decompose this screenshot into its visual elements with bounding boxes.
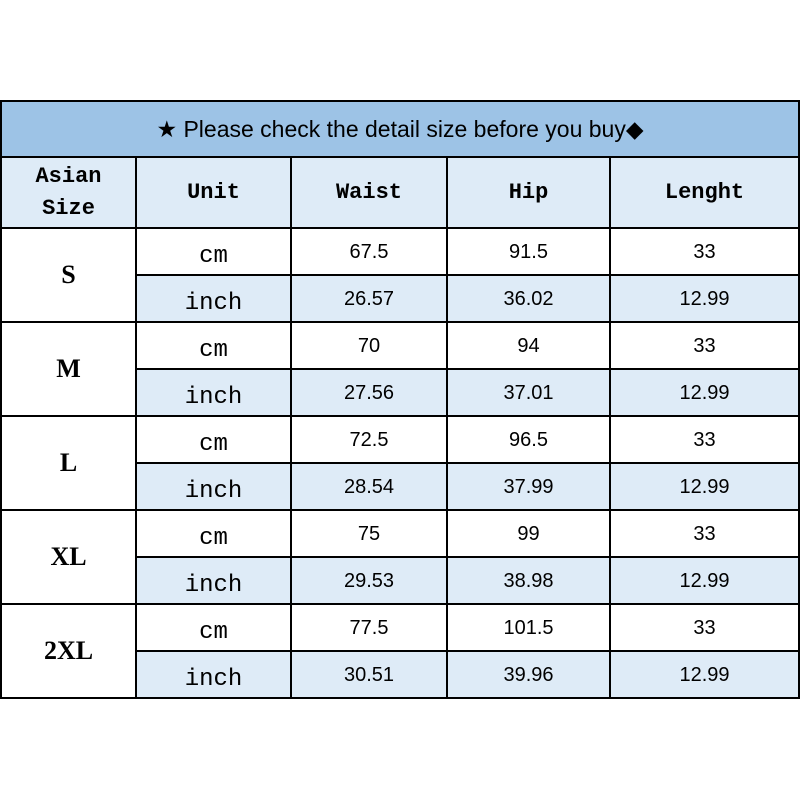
- column-header: Asian Size: [0, 158, 137, 229]
- unit: inch: [137, 558, 292, 605]
- unit: inch: [137, 652, 292, 699]
- measurement: 29.53: [292, 558, 448, 605]
- measurement: 33: [611, 229, 800, 276]
- unit: inch: [137, 276, 292, 323]
- measurement: 37.01: [448, 370, 611, 417]
- measurement: 94: [448, 323, 611, 370]
- measurement: 36.02: [448, 276, 611, 323]
- measurement: 70: [292, 323, 448, 370]
- measurement: 12.99: [611, 558, 800, 605]
- size-label: L: [0, 417, 137, 511]
- size-table: ★ Please check the detail size before yo…: [0, 100, 800, 699]
- measurement: 37.99: [448, 464, 611, 511]
- unit: inch: [137, 370, 292, 417]
- measurement: 30.51: [292, 652, 448, 699]
- measurement: 12.99: [611, 464, 800, 511]
- size-label: XL: [0, 511, 137, 605]
- title: ★ Please check the detail size before yo…: [0, 100, 800, 158]
- measurement: 33: [611, 417, 800, 464]
- measurement: 75: [292, 511, 448, 558]
- unit: cm: [137, 229, 292, 276]
- measurement: 38.98: [448, 558, 611, 605]
- measurement: 12.99: [611, 652, 800, 699]
- column-header: Lenght: [611, 158, 800, 229]
- measurement: 12.99: [611, 370, 800, 417]
- measurement: 12.99: [611, 276, 800, 323]
- measurement: 72.5: [292, 417, 448, 464]
- measurement: 27.56: [292, 370, 448, 417]
- size-label: 2XL: [0, 605, 137, 699]
- measurement: 96.5: [448, 417, 611, 464]
- column-header: Unit: [137, 158, 292, 229]
- measurement: 39.96: [448, 652, 611, 699]
- measurement: 91.5: [448, 229, 611, 276]
- size-label: M: [0, 323, 137, 417]
- measurement: 33: [611, 323, 800, 370]
- measurement: 101.5: [448, 605, 611, 652]
- measurement: 33: [611, 605, 800, 652]
- measurement: 33: [611, 511, 800, 558]
- column-header: Hip: [448, 158, 611, 229]
- column-header: Waist: [292, 158, 448, 229]
- unit: cm: [137, 323, 292, 370]
- unit: cm: [137, 511, 292, 558]
- unit: cm: [137, 605, 292, 652]
- measurement: 26.57: [292, 276, 448, 323]
- size-label: S: [0, 229, 137, 323]
- measurement: 77.5: [292, 605, 448, 652]
- measurement: 67.5: [292, 229, 448, 276]
- unit: cm: [137, 417, 292, 464]
- unit: inch: [137, 464, 292, 511]
- measurement: 28.54: [292, 464, 448, 511]
- measurement: 99: [448, 511, 611, 558]
